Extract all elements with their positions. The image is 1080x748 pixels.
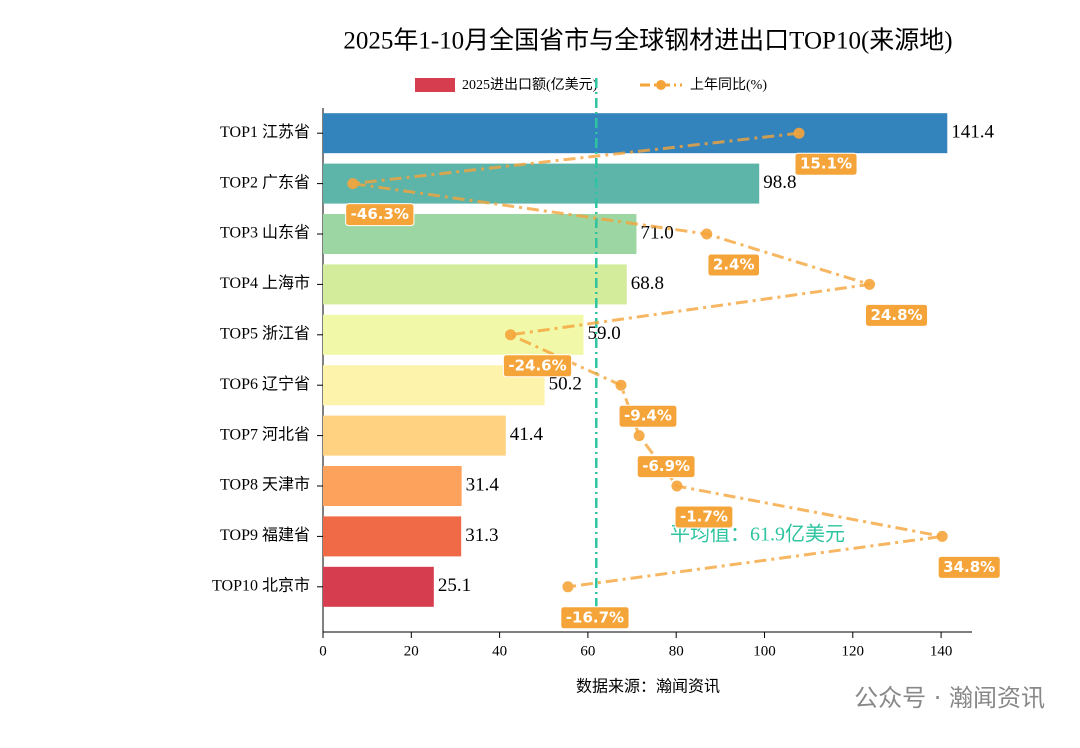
yoy-marker xyxy=(633,430,645,442)
yoy-marker xyxy=(347,178,359,190)
x-tick-label: 120 xyxy=(842,643,865,659)
x-tick-label: 100 xyxy=(753,643,776,659)
bar xyxy=(323,516,462,557)
x-tick-label: 140 xyxy=(930,643,953,659)
watermark: 公众号 · 瀚闻资讯 xyxy=(854,684,1045,712)
label-box xyxy=(636,455,696,479)
x-tick-label: 80 xyxy=(669,643,684,659)
y-tick-label: TOP4 上海市 xyxy=(220,274,310,292)
y-tick-label: TOP9 福建省 xyxy=(220,526,310,544)
yoy-value-label: 34.8% xyxy=(943,558,995,576)
legend: 2025进出口额(亿美元) 上年同比(%) xyxy=(415,77,767,93)
label-box xyxy=(345,203,415,227)
bar-value-label: 59.0 xyxy=(587,323,620,344)
yoy-value-label: 15.1% xyxy=(800,155,852,173)
yoy-value-label: 2.4% xyxy=(713,256,755,274)
yoy-value-label: -1.7% xyxy=(680,508,728,526)
x-tick-label: 40 xyxy=(492,643,507,659)
x-tick-label: 60 xyxy=(580,643,595,659)
y-tick-label: TOP5 浙江省 xyxy=(220,324,310,342)
bar-value-label: 50.2 xyxy=(549,374,582,395)
bar-value-label: 71.0 xyxy=(640,222,673,243)
source-note: 数据来源：瀚闻资讯 xyxy=(576,678,720,696)
yoy-marker xyxy=(864,278,876,290)
yoy-value-label: -9.4% xyxy=(624,407,672,425)
y-tick-label: TOP7 河北省 xyxy=(220,425,310,443)
label-box xyxy=(937,555,1001,579)
bar-value-label: 98.8 xyxy=(763,172,796,193)
yoy-marker xyxy=(936,530,948,542)
yoy-marker xyxy=(701,228,713,240)
yoy-label: -9.4% xyxy=(618,404,678,428)
label-box xyxy=(674,505,734,529)
yoy-label: 15.1% xyxy=(794,152,858,176)
bar xyxy=(323,163,760,204)
bar-value-label: 141.4 xyxy=(951,122,994,143)
yoy-label: -24.6% xyxy=(502,354,573,378)
label-box xyxy=(560,606,630,630)
yoy-label: -6.9% xyxy=(636,455,696,479)
chart-title: 2025年1-10月全国省市与全球钢材进出口TOP10(来源地) xyxy=(343,27,952,55)
yoy-marker xyxy=(505,329,517,341)
legend-label: 上年同比(%) xyxy=(690,77,767,93)
bar-value-label: 25.1 xyxy=(438,575,471,596)
bar-value-label: 68.8 xyxy=(631,273,664,294)
y-tick-label: TOP1 江苏省 xyxy=(220,123,310,141)
x-tick-label: 20 xyxy=(404,643,419,659)
bar xyxy=(323,415,506,456)
legend-marker xyxy=(656,80,666,90)
yoy-label: -1.7% xyxy=(674,505,734,529)
bar-value-label: 41.4 xyxy=(510,424,544,445)
bar xyxy=(323,314,584,355)
yoy-marker xyxy=(562,581,574,593)
yoy-marker xyxy=(793,127,805,139)
bar xyxy=(323,466,462,506)
y-tick-label: TOP2 广东省 xyxy=(220,173,310,191)
yoy-marker xyxy=(615,379,627,391)
yoy-value-label: -6.9% xyxy=(642,457,690,475)
yoy-value-label: -16.7% xyxy=(566,608,624,626)
y-tick-label: TOP6 辽宁省 xyxy=(220,375,310,393)
label-box xyxy=(794,152,858,176)
legend-label: 2025进出口额(亿美元) xyxy=(462,77,598,93)
yoy-value-label: -46.3% xyxy=(351,205,409,223)
bar-value-label: 31.3 xyxy=(465,525,498,546)
yoy-marker xyxy=(671,480,683,492)
yoy-label: 2.4% xyxy=(707,253,761,277)
yoy-value-label: 24.8% xyxy=(871,306,923,324)
yoy-value-label: -24.6% xyxy=(508,356,566,374)
legend-swatch xyxy=(415,78,455,92)
yoy-label: -16.7% xyxy=(560,606,630,630)
label-box xyxy=(618,404,678,428)
yoy-label: 24.8% xyxy=(865,303,929,327)
yoy-label: -46.3% xyxy=(345,203,415,227)
y-tick-label: TOP3 山东省 xyxy=(220,224,310,242)
bar xyxy=(323,566,434,607)
x-tick-label: 0 xyxy=(319,643,327,659)
yoy-label: 34.8% xyxy=(937,555,1001,579)
bar xyxy=(323,264,627,305)
label-box xyxy=(502,354,573,378)
label-box xyxy=(865,303,929,327)
y-tick-label: TOP8 天津市 xyxy=(220,476,310,494)
bar xyxy=(323,113,948,154)
label-box xyxy=(707,253,761,277)
y-tick-label: TOP10 北京市 xyxy=(212,576,310,594)
bar-value-label: 31.4 xyxy=(466,474,500,495)
